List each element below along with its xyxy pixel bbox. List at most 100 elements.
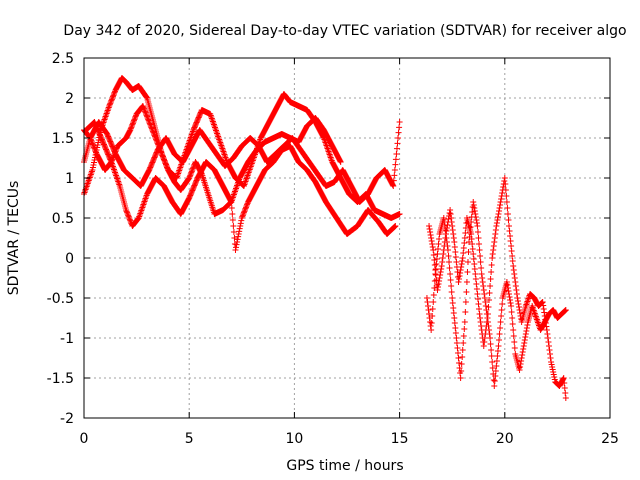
grid-lines xyxy=(84,58,610,418)
data-point xyxy=(457,270,464,276)
data-point xyxy=(438,263,445,269)
data-point xyxy=(337,159,344,165)
data-point xyxy=(480,287,487,293)
data-point xyxy=(456,276,463,282)
data-point xyxy=(454,350,461,356)
data-point xyxy=(89,141,96,148)
data-point xyxy=(433,256,440,262)
data-point xyxy=(471,205,478,211)
series-trace-4 xyxy=(81,119,403,205)
data-point xyxy=(391,167,398,173)
x-tick-label: 5 xyxy=(185,431,194,447)
data-point xyxy=(450,231,457,237)
data-point xyxy=(107,100,114,107)
data-point xyxy=(488,347,495,353)
data-point xyxy=(489,255,496,261)
data-point xyxy=(489,359,496,365)
data-point xyxy=(127,125,134,132)
data-point xyxy=(476,247,483,253)
data-point xyxy=(475,235,482,241)
data-point xyxy=(440,247,447,253)
data-point xyxy=(92,147,99,153)
data-point xyxy=(451,239,458,245)
data-point xyxy=(462,230,469,236)
data-point xyxy=(462,299,469,305)
data-point xyxy=(486,297,493,303)
data-point xyxy=(430,292,437,298)
data-point xyxy=(434,284,441,290)
data-point xyxy=(465,249,472,255)
data-point xyxy=(469,246,476,252)
data-point xyxy=(457,375,464,381)
data-point xyxy=(544,335,551,341)
data-point xyxy=(464,269,471,275)
data-point xyxy=(242,205,249,212)
data-point xyxy=(461,326,468,332)
data-point xyxy=(471,266,478,272)
y-tick-label: 0.5 xyxy=(52,211,74,227)
data-point xyxy=(458,261,465,267)
data-point xyxy=(237,220,244,227)
data-point xyxy=(459,354,466,360)
data-point xyxy=(490,377,497,383)
data-point xyxy=(515,301,522,307)
y-tick-label: -0.5 xyxy=(47,291,74,307)
data-point xyxy=(461,235,468,241)
data-point xyxy=(486,290,493,296)
data-point xyxy=(130,119,137,125)
data-point xyxy=(432,267,439,273)
data-point xyxy=(127,127,134,133)
data-point xyxy=(447,271,454,277)
data-point xyxy=(437,269,444,275)
data-point xyxy=(434,246,441,252)
data-point xyxy=(482,327,489,333)
data-point xyxy=(430,299,437,305)
data-point xyxy=(439,259,446,265)
data-point xyxy=(503,193,510,199)
data-point xyxy=(487,341,494,347)
data-point xyxy=(473,286,480,292)
data-point xyxy=(506,294,513,300)
data-point xyxy=(472,276,479,282)
data-point xyxy=(431,262,438,268)
data-point xyxy=(455,279,462,285)
data-point xyxy=(471,261,478,267)
data-point xyxy=(519,349,526,355)
data-point xyxy=(452,254,459,260)
data-point xyxy=(543,323,550,330)
data-point xyxy=(491,235,498,241)
data-point xyxy=(560,376,567,382)
data-point xyxy=(426,311,433,317)
data-point xyxy=(483,323,490,329)
data-point xyxy=(228,199,235,205)
data-point xyxy=(468,236,475,242)
data-point xyxy=(396,119,403,125)
data-point xyxy=(163,161,170,168)
data-point xyxy=(450,310,457,316)
data-point xyxy=(241,208,248,215)
data-point xyxy=(436,236,443,242)
data-point xyxy=(480,343,487,349)
data-point xyxy=(394,140,401,147)
data-point xyxy=(472,211,479,217)
data-point xyxy=(471,208,478,214)
data-point xyxy=(445,216,452,222)
data-point xyxy=(514,295,521,301)
data-point xyxy=(503,199,510,205)
y-tick-label: 2 xyxy=(65,91,74,107)
data-point xyxy=(111,89,118,96)
data-point xyxy=(521,337,528,343)
data-point xyxy=(106,101,113,108)
data-point xyxy=(484,311,491,317)
data-point xyxy=(498,307,505,313)
data-point xyxy=(230,229,237,235)
data-point xyxy=(430,252,437,258)
data-point xyxy=(476,241,483,247)
data-point xyxy=(463,279,470,285)
data-point xyxy=(454,345,461,351)
data-point xyxy=(458,264,465,270)
data-point xyxy=(240,211,247,217)
data-point xyxy=(510,333,517,339)
data-point xyxy=(446,210,453,216)
data-point xyxy=(480,283,487,289)
